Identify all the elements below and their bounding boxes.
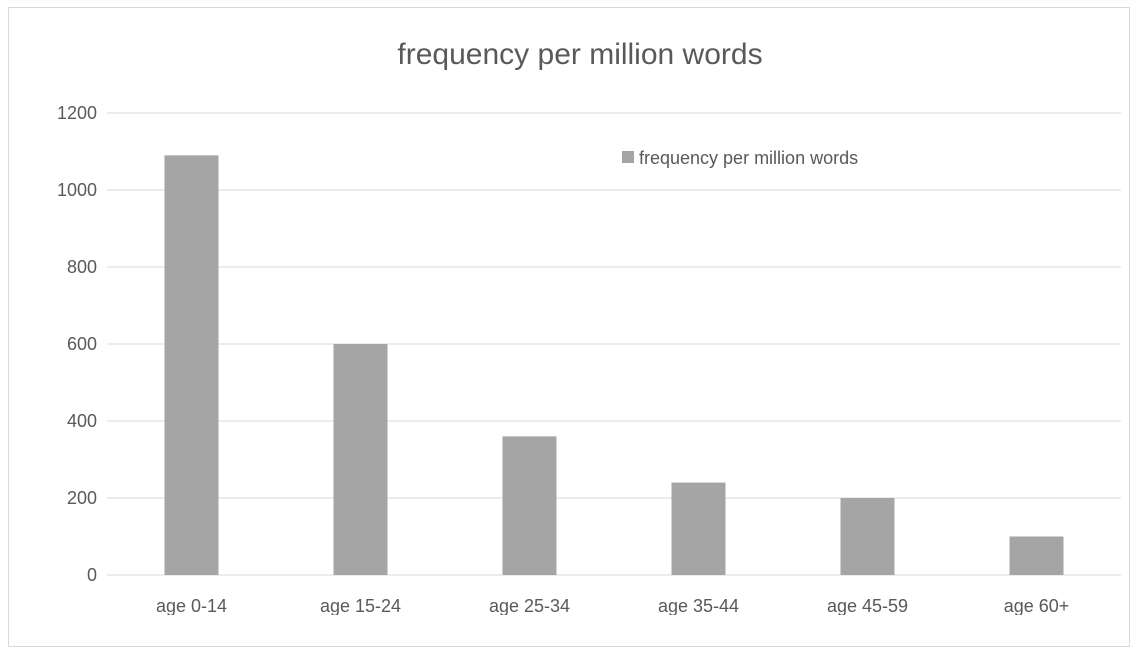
y-tick-label: 1000 — [57, 180, 97, 200]
bar-chart: frequency per million words 0 200 400 600 80… — [57, 38, 1121, 615]
bar-age-15-24 — [333, 344, 388, 575]
chart-title: frequency per million words — [397, 38, 762, 71]
bar-age-35-44 — [671, 482, 726, 575]
y-tick-label: 800 — [67, 257, 97, 277]
y-tick-label: 600 — [67, 334, 97, 354]
x-tick-label: age 0-14 — [156, 596, 227, 615]
bars — [164, 155, 1064, 575]
y-tick-label: 200 — [67, 488, 97, 508]
legend-swatch — [622, 151, 634, 163]
x-tick-label: age 25-34 — [489, 596, 570, 615]
gridlines — [107, 112, 1121, 576]
y-tick-label: 0 — [87, 565, 97, 585]
bar-age-25-34 — [502, 436, 557, 575]
bar-age-60- — [1009, 536, 1064, 575]
legend: frequency per million words — [622, 148, 858, 168]
x-tick-label: age 35-44 — [658, 596, 739, 615]
x-axis-ticks: age 0-14 age 15-24 age 25-34 age 35-44 age 4… — [156, 596, 1069, 615]
x-tick-label: age 15-24 — [320, 596, 401, 615]
bar-age-0-14 — [164, 155, 219, 575]
y-tick-label: 400 — [67, 411, 97, 431]
bar-age-45-59 — [840, 498, 895, 575]
y-tick-label: 1200 — [57, 103, 97, 123]
x-tick-label: age 60+ — [1004, 596, 1070, 615]
y-axis-ticks: 0 200 400 600 800 1000 1200 — [57, 103, 97, 585]
legend-label: frequency per million words — [639, 148, 858, 168]
x-tick-label: age 45-59 — [827, 596, 908, 615]
